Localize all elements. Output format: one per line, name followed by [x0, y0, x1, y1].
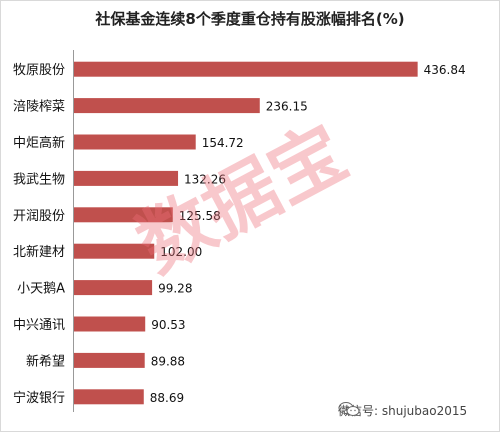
category-label: 小天鹅A	[17, 281, 65, 297]
category-label: 宁波银行	[13, 390, 65, 406]
category-label: 中炬高新	[13, 135, 65, 151]
value-label: 154.72	[202, 136, 244, 150]
bar	[74, 316, 146, 332]
bar	[74, 170, 179, 186]
value-label: 436.84	[424, 63, 466, 77]
value-label: 102.00	[160, 245, 202, 259]
wechat-label: 微信号: shujubao2015	[338, 404, 468, 418]
category-label: 涪陵榨菜	[13, 99, 65, 115]
bar	[74, 61, 418, 77]
value-label: 88.69	[150, 391, 184, 405]
chart-title: 社保基金连续8个季度重仓持有股涨幅排名(%)	[95, 10, 405, 28]
bar	[74, 280, 153, 296]
value-label: 132.26	[184, 172, 226, 186]
wechat-icon	[338, 402, 360, 416]
value-label: 236.15	[266, 100, 308, 114]
value-label: 90.53	[151, 318, 185, 332]
bar	[74, 352, 145, 368]
category-label: 北新建材	[13, 244, 65, 260]
category-label: 新希望	[26, 353, 65, 369]
value-label: 99.28	[158, 282, 192, 296]
value-label: 125.58	[179, 209, 221, 223]
category-label: 中兴通讯	[13, 318, 65, 333]
bar	[74, 207, 173, 223]
category-label: 我武生物	[13, 172, 65, 187]
value-label: 89.88	[151, 354, 185, 368]
category-label: 牧原股份	[13, 63, 65, 78]
category-label: 开润股份	[13, 209, 65, 224]
bar	[74, 134, 196, 150]
wechat-footer: 微信号: shujubao2015	[338, 402, 467, 419]
bar	[74, 98, 260, 114]
bar	[74, 389, 144, 405]
bar	[74, 243, 155, 259]
